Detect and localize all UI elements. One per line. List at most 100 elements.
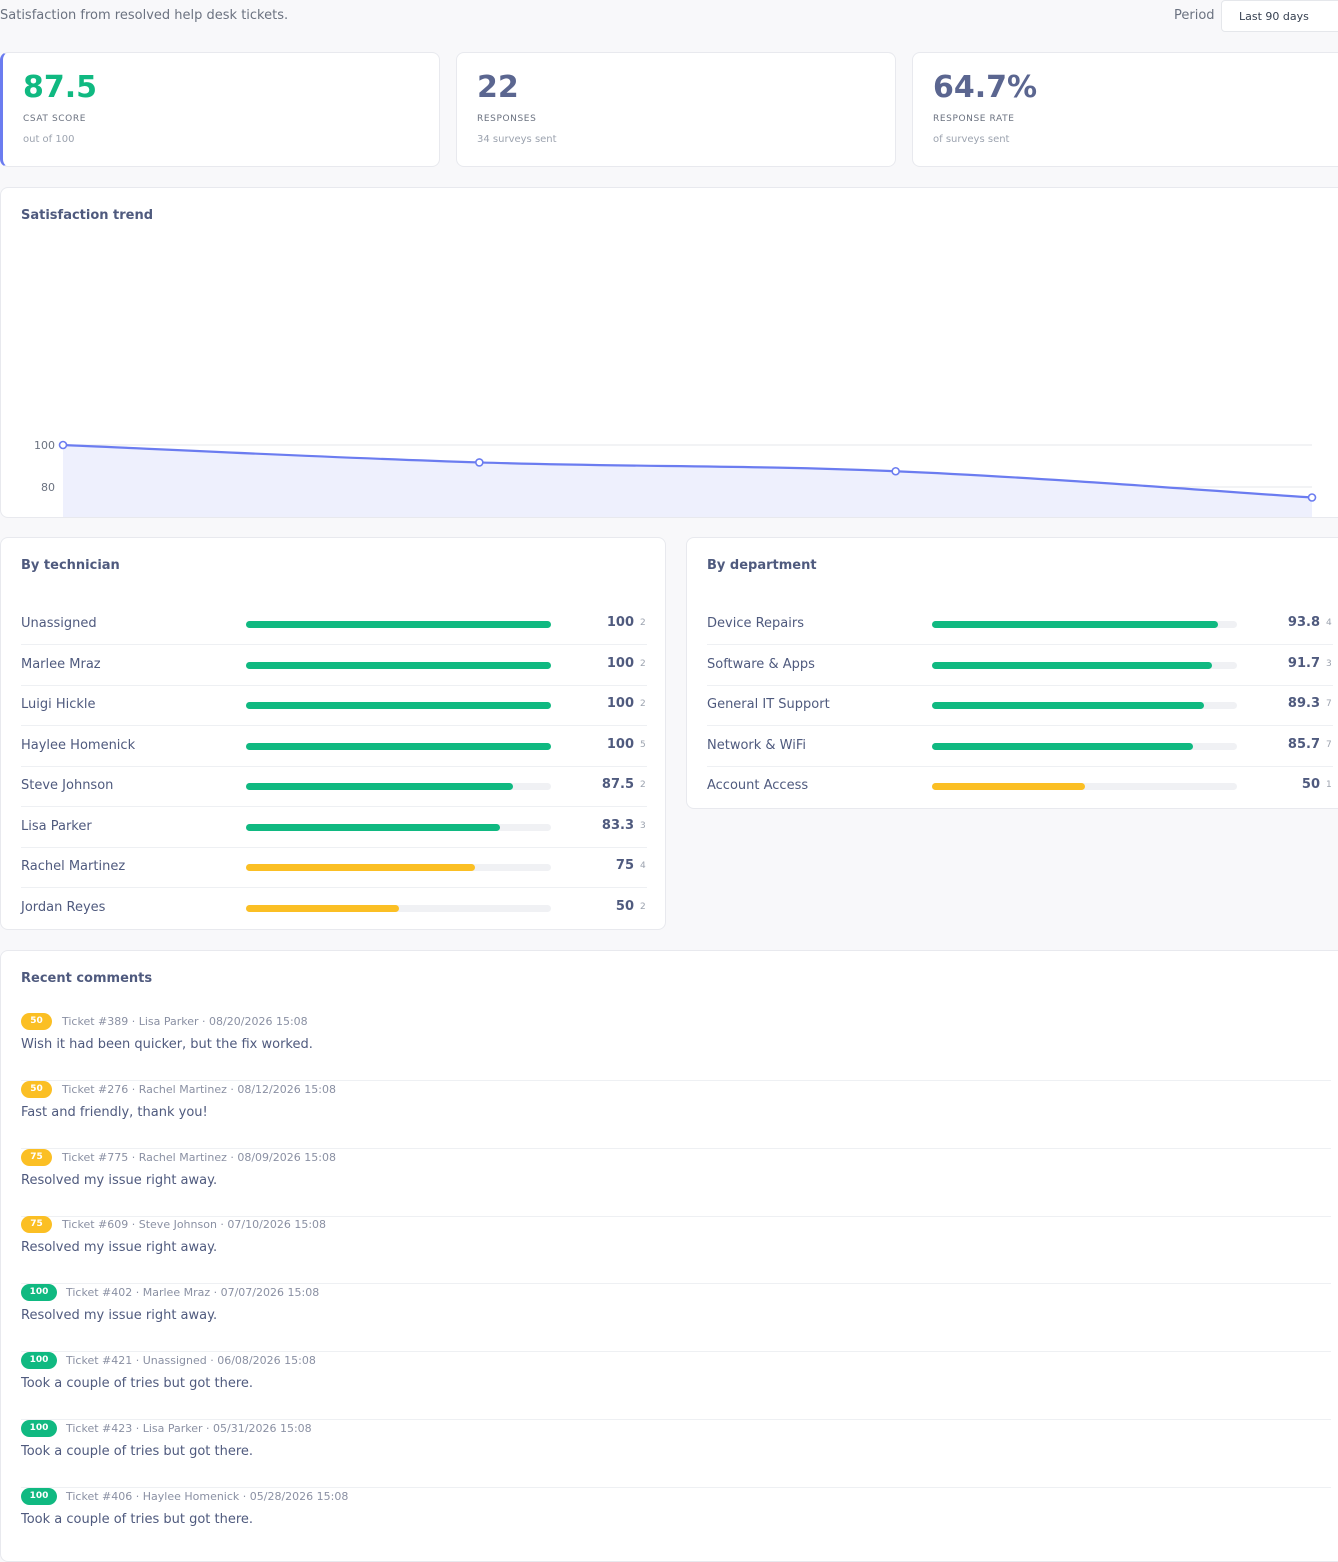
score-bar-fill bbox=[246, 904, 399, 912]
list-item: General IT Support 89.3 7 bbox=[707, 685, 1333, 726]
list-item: Marlee Mraz 100 2 bbox=[21, 645, 647, 686]
comment-text: Resolved my issue right away. bbox=[21, 1240, 218, 1256]
row-score: 85.7 bbox=[1287, 736, 1320, 752]
list-item: Luigi Hickle 100 2 bbox=[21, 685, 647, 726]
comment-meta: Ticket #402 · Marlee Mraz · 07/07/2026 1… bbox=[66, 1286, 320, 1300]
list-item: Unassigned 100 2 bbox=[21, 604, 647, 645]
csat-score-sub: out of 100 bbox=[23, 134, 75, 145]
row-count: 3 bbox=[640, 820, 646, 831]
row-score: 91.7 bbox=[1287, 655, 1320, 671]
row-count: 7 bbox=[1326, 699, 1332, 709]
responses-value: 22 bbox=[477, 70, 519, 105]
kpi-card-response-rate: 64.7% RESPONSE RATE of surveys sent bbox=[912, 52, 1338, 167]
data-point bbox=[891, 466, 900, 476]
list-item: Software & Apps 91.7 3 bbox=[707, 645, 1333, 686]
comment-meta: Ticket #609 · Steve Johnson · 07/10/2026… bbox=[62, 1218, 327, 1232]
comment-text: Wish it had been quicker, but the fix wo… bbox=[21, 1037, 313, 1052]
row-score: 100 bbox=[606, 736, 634, 752]
row-name: Network & WiFi bbox=[707, 737, 807, 753]
series-line bbox=[62, 443, 1313, 499]
row-count: 5 bbox=[640, 739, 646, 750]
score-bar bbox=[932, 702, 1237, 709]
list-item: Steve Johnson 87.5 2 bbox=[21, 766, 647, 807]
row-name: General IT Support bbox=[707, 697, 830, 712]
row-count: 7 bbox=[1326, 739, 1332, 750]
list-item: Jordan Reyes 50 2 bbox=[21, 888, 647, 929]
score-bar bbox=[246, 661, 551, 669]
comment-text: Fast and friendly, thank you! bbox=[21, 1104, 208, 1120]
score-bar bbox=[246, 742, 551, 750]
comment-meta: Ticket #423 · Lisa Parker · 05/31/2026 1… bbox=[66, 1421, 312, 1435]
period-label: Period bbox=[1174, 8, 1215, 23]
response-rate-label: RESPONSE RATE bbox=[933, 114, 1015, 124]
row-count: 4 bbox=[640, 861, 646, 871]
row-score: 89.3 bbox=[1287, 696, 1320, 711]
trend-card: Satisfaction trend 020406080100May 2026J… bbox=[0, 187, 1338, 518]
row-count: 1 bbox=[1326, 780, 1332, 790]
responses-sub: 34 surveys sent bbox=[477, 134, 557, 145]
score-bar bbox=[932, 783, 1237, 790]
score-bar-fill bbox=[246, 702, 551, 709]
csat-score-label: CSAT SCORE bbox=[23, 114, 87, 124]
comment-text: Took a couple of tries but got there. bbox=[21, 1376, 254, 1391]
score-bar bbox=[932, 742, 1237, 750]
comment-meta: Ticket #775 · Rachel Martinez · 08/09/20… bbox=[62, 1150, 336, 1164]
row-name: Haylee Homenick bbox=[21, 737, 136, 753]
trend-title: Satisfaction trend bbox=[21, 208, 154, 223]
score-bar-fill bbox=[246, 742, 551, 750]
row-count: 2 bbox=[640, 658, 646, 669]
row-name: Software & Apps bbox=[707, 656, 815, 672]
department-title: By department bbox=[707, 558, 817, 573]
list-item: Network & WiFi 85.7 7 bbox=[707, 726, 1333, 767]
row-count: 2 bbox=[640, 780, 646, 790]
score-bar-fill bbox=[932, 621, 1219, 628]
score-bar bbox=[246, 823, 551, 831]
comment-text: Resolved my issue right away. bbox=[21, 1308, 218, 1324]
score-badge: 100 bbox=[21, 1352, 57, 1369]
row-name: Jordan Reyes bbox=[21, 899, 106, 915]
period-select[interactable]: Last 90 days bbox=[1221, 0, 1338, 32]
score-bar-fill bbox=[932, 783, 1085, 790]
score-bar bbox=[246, 702, 551, 709]
page-subtitle: Satisfaction from resolved help desk tic… bbox=[0, 8, 289, 23]
score-bar-fill bbox=[932, 742, 1194, 750]
score-badge: 75 bbox=[21, 1216, 52, 1234]
y-tick-label: 80 bbox=[41, 481, 55, 494]
comment-text: Took a couple of tries but got there. bbox=[21, 1443, 254, 1459]
score-bar bbox=[932, 661, 1237, 669]
score-bar-fill bbox=[246, 864, 475, 871]
comments-card: Recent comments 50 Ticket #389 · Lisa Par… bbox=[0, 950, 1338, 1562]
score-bar bbox=[246, 864, 551, 871]
comment-meta: Ticket #389 · Lisa Parker · 08/20/2026 1… bbox=[62, 1015, 308, 1028]
data-point bbox=[475, 458, 484, 467]
kpi-card-csat: 87.5 CSAT SCORE out of 100 bbox=[0, 52, 440, 167]
series-area bbox=[63, 445, 1312, 517]
y-tick-label: 100 bbox=[34, 439, 55, 452]
score-badge: 100 bbox=[21, 1419, 57, 1437]
row-name: Account Access bbox=[707, 778, 809, 793]
list-item: Rachel Martinez 75 4 bbox=[21, 847, 647, 888]
comment-item: 75 Ticket #609 · Steve Johnson · 07/10/20… bbox=[21, 1216, 1331, 1285]
row-count: 4 bbox=[1326, 618, 1332, 628]
row-score: 75 bbox=[615, 858, 634, 873]
row-name: Rachel Martinez bbox=[21, 859, 126, 874]
score-bar-fill bbox=[932, 661, 1212, 669]
data-point bbox=[1307, 493, 1317, 502]
score-badge: 100 bbox=[21, 1284, 57, 1302]
comment-text: Resolved my issue right away. bbox=[21, 1172, 218, 1188]
score-bar-fill bbox=[932, 702, 1205, 709]
score-bar bbox=[932, 621, 1237, 628]
row-count: 2 bbox=[640, 901, 646, 912]
comment-meta: Ticket #421 · Unassigned · 06/08/2026 15… bbox=[66, 1354, 316, 1367]
row-score: 100 bbox=[606, 655, 634, 671]
comment-meta: Ticket #276 · Rachel Martinez · 08/12/20… bbox=[62, 1082, 336, 1096]
kpi-card-responses: 22 RESPONSES 34 surveys sent bbox=[456, 52, 896, 167]
row-name: Marlee Mraz bbox=[21, 656, 101, 672]
row-score: 87.5 bbox=[601, 777, 634, 792]
score-badge: 50 bbox=[21, 1013, 52, 1030]
row-score: 100 bbox=[606, 696, 634, 711]
page-header: Satisfaction from resolved help desk tic… bbox=[0, 0, 1338, 34]
score-bar-fill bbox=[246, 823, 501, 831]
comment-item: 75 Ticket #775 · Rachel Martinez · 08/09/… bbox=[21, 1148, 1331, 1217]
comments-title: Recent comments bbox=[21, 971, 153, 986]
